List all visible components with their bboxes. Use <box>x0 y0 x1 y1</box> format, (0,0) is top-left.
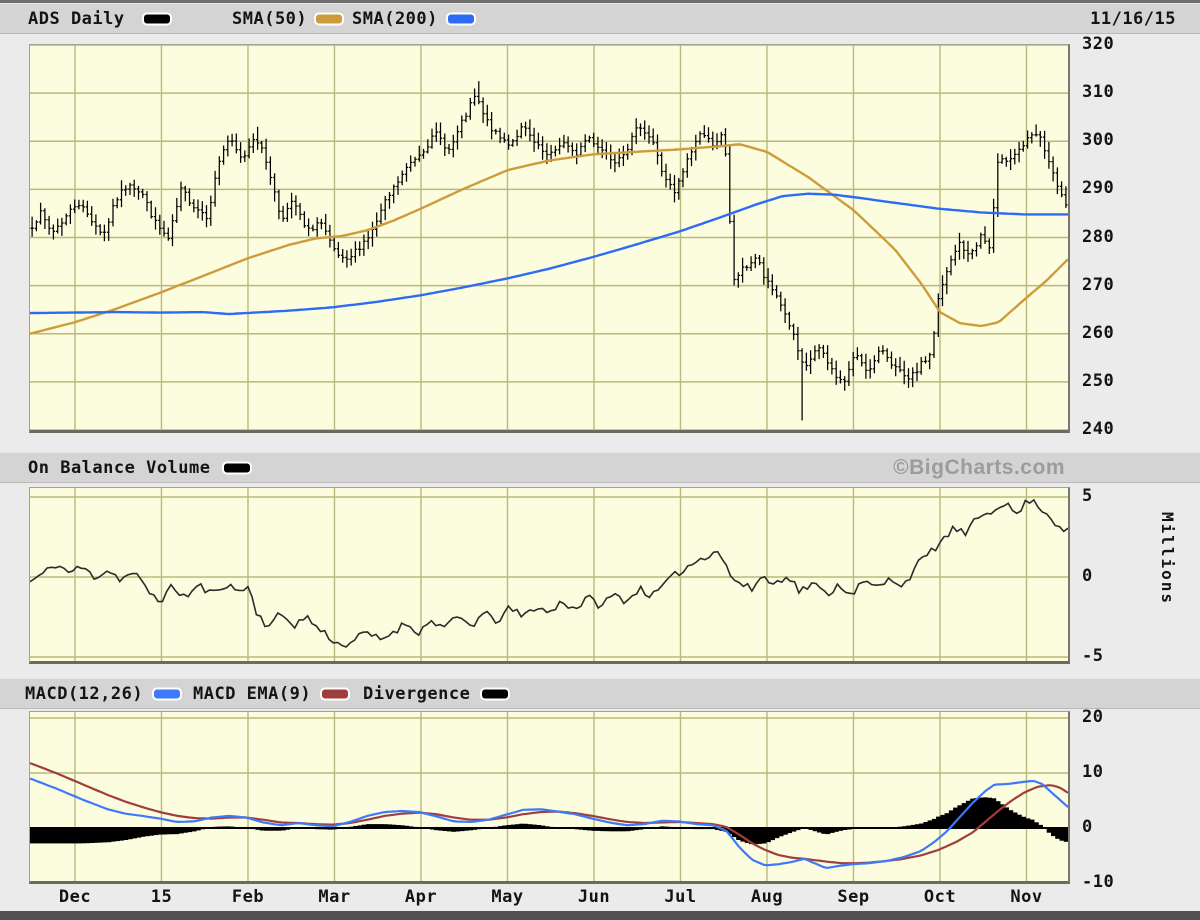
x-axis-label: Sep <box>837 887 870 907</box>
sma200-label: SMA(200) <box>352 8 438 29</box>
x-axis-label: Oct <box>923 887 957 907</box>
macd-ema-line <box>30 762 1068 865</box>
y-axis-label: 270 <box>1082 274 1115 295</box>
x-axis-label: Jul <box>664 887 697 907</box>
symbol-label: ADS Daily <box>28 8 125 29</box>
chart-date: 11/16/15 <box>1090 8 1176 29</box>
macd-label: MACD(12,26) <box>25 683 144 704</box>
macd-legend-bar: MACD(12,26) MACD EMA(9) Divergence <box>0 678 1200 709</box>
x-axis-label: May <box>491 887 524 907</box>
sma50-label: SMA(50) <box>232 8 308 29</box>
sma200-swatch <box>446 12 476 25</box>
obv-series-swatch <box>222 461 252 474</box>
macd-ema-label: MACD EMA(9) <box>193 683 312 704</box>
top-frame <box>0 0 1200 3</box>
y-axis-label: 320 <box>1082 34 1115 54</box>
y-axis-label: 10 <box>1082 761 1104 782</box>
y-axis-label: 280 <box>1082 226 1115 247</box>
ohlc-bars <box>30 81 1068 421</box>
macd-line <box>30 777 1068 870</box>
y-axis-label: 300 <box>1082 130 1115 151</box>
macd-ema-swatch <box>320 687 350 700</box>
y-axis-label: 20 <box>1082 706 1104 727</box>
y-axis-label: 240 <box>1082 419 1115 439</box>
sma50-swatch <box>314 12 344 25</box>
price-legend-bar: ADS Daily SMA(50) SMA(200) 11/16/15 <box>0 3 1200 34</box>
obv-line <box>30 498 1068 648</box>
y-axis-label: 310 <box>1082 82 1115 103</box>
macd-chart-panel <box>29 711 1070 884</box>
bigcharts-watermark: ©BigCharts.com <box>893 455 1065 479</box>
divergence-label: Divergence <box>363 683 471 704</box>
obv-legend-bar: On Balance Volume ©BigCharts.com <box>0 452 1200 483</box>
x-axis-label: Mar <box>318 887 351 907</box>
x-axis-label: Apr <box>404 887 438 907</box>
macd-swatch <box>152 687 182 700</box>
obv-unit-label: Millions <box>1158 512 1177 606</box>
x-axis-label: Aug <box>750 887 784 907</box>
y-axis-label: 5 <box>1082 486 1093 506</box>
x-axis-label: Dec <box>58 887 92 907</box>
x-axis-label: Feb <box>231 887 265 907</box>
x-axis-label: Jun <box>577 887 611 907</box>
obv-title: On Balance Volume <box>28 457 211 478</box>
price-chart-panel <box>29 44 1070 433</box>
sma-50--line <box>30 143 1068 335</box>
p2-svg <box>30 488 1068 661</box>
y-axis-label: 250 <box>1082 370 1115 391</box>
p1-svg <box>30 45 1068 430</box>
y-axis-label: -10 <box>1082 871 1115 892</box>
sma-200--line <box>30 192 1068 316</box>
y-axis-label: -5 <box>1082 646 1104 666</box>
price-series-swatch <box>142 12 172 25</box>
p3-svg <box>30 712 1068 881</box>
x-axis-label: Nov <box>1010 887 1043 907</box>
obv-chart-panel <box>29 487 1070 664</box>
x-axis-label: 15 <box>150 887 173 907</box>
y-axis-label: 0 <box>1082 816 1093 837</box>
y-axis-label: 0 <box>1082 566 1093 586</box>
y-axis-label: 260 <box>1082 322 1115 343</box>
bottom-frame <box>0 911 1200 920</box>
divergence-swatch <box>480 687 510 700</box>
y-axis-label: 290 <box>1082 178 1115 199</box>
